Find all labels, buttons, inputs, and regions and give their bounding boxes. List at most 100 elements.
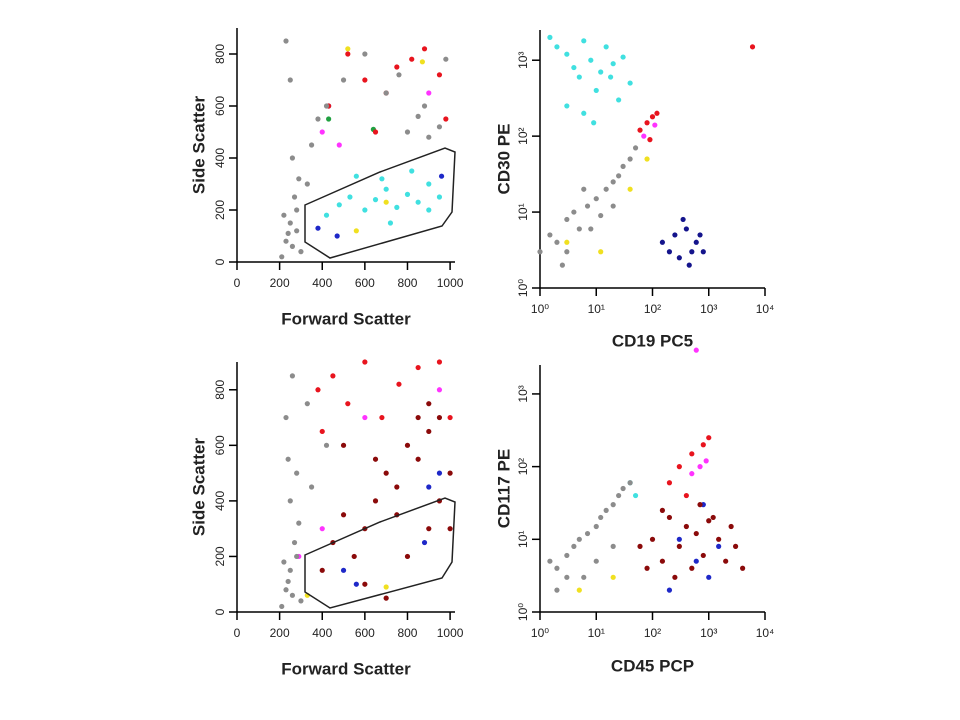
- data-point: [637, 543, 643, 549]
- data-point: [554, 44, 560, 50]
- data-point: [740, 565, 746, 571]
- gate: [304, 497, 456, 609]
- data-point: [603, 186, 609, 192]
- data-point: [723, 558, 729, 564]
- data-point: [383, 470, 389, 476]
- data-point: [693, 347, 699, 353]
- data-point: [591, 120, 597, 126]
- x-axis-title: CD45 PCP: [611, 656, 694, 675]
- data-point: [683, 492, 689, 499]
- data-point: [383, 595, 389, 601]
- data-point: [426, 181, 432, 187]
- data-point: [686, 262, 692, 268]
- data-point: [396, 381, 402, 387]
- data-point: [610, 179, 616, 185]
- x-tick-label: 800: [397, 626, 417, 640]
- data-point: [593, 558, 599, 564]
- data-point: [598, 69, 604, 75]
- data-point: [610, 543, 616, 549]
- x-axis-title: Forward Scatter: [281, 309, 411, 328]
- data-point: [554, 587, 560, 593]
- data-point: [627, 156, 633, 162]
- y-axis-title: CD30 PE: [494, 124, 513, 195]
- data-point: [379, 414, 385, 421]
- data-point: [415, 199, 421, 205]
- data-point: [641, 133, 647, 139]
- data-point: [627, 186, 633, 192]
- data-point: [308, 142, 315, 148]
- data-point: [394, 484, 400, 490]
- data-point: [732, 543, 739, 549]
- data-point: [345, 46, 351, 52]
- data-point: [279, 254, 285, 260]
- x-tick-label: 800: [397, 276, 417, 290]
- data-point: [409, 56, 415, 62]
- data-point: [291, 194, 298, 200]
- data-point: [340, 512, 347, 518]
- data-point: [610, 574, 616, 580]
- x-tick-label: 200: [270, 626, 290, 640]
- y-tick-label: 10²: [516, 458, 530, 475]
- data-point: [336, 202, 342, 208]
- data-point: [584, 530, 591, 537]
- y-tick-label: 400: [213, 148, 227, 168]
- data-point: [426, 134, 432, 140]
- data-point: [447, 470, 453, 476]
- data-point: [415, 414, 421, 421]
- data-point: [644, 565, 650, 571]
- data-point: [289, 243, 296, 249]
- data-point: [547, 558, 553, 564]
- data-point: [404, 191, 411, 197]
- data-point: [438, 173, 445, 179]
- data-point: [289, 155, 296, 161]
- data-point: [319, 129, 325, 135]
- data-point: [308, 484, 315, 490]
- data-point: [620, 54, 626, 60]
- data-point: [334, 233, 340, 239]
- y-tick-label: 800: [213, 379, 227, 399]
- x-axis-title: Forward Scatter: [281, 659, 411, 678]
- data-point: [436, 359, 443, 365]
- data-point: [379, 176, 385, 182]
- data-point: [593, 196, 599, 202]
- data-point: [576, 74, 582, 80]
- data-point: [436, 72, 443, 78]
- data-point: [627, 80, 633, 86]
- data-point: [632, 492, 639, 499]
- data-point: [283, 414, 289, 421]
- data-point: [608, 74, 614, 80]
- data-point: [697, 502, 703, 508]
- x-tick-label: 10⁴: [756, 302, 775, 316]
- data-point: [584, 203, 591, 209]
- data-point: [581, 186, 587, 192]
- data-point: [304, 181, 310, 187]
- data-point: [564, 51, 570, 57]
- data-point: [564, 216, 570, 223]
- data-point: [710, 514, 716, 521]
- data-point: [593, 523, 599, 530]
- data-point: [323, 212, 330, 218]
- x-tick-label: 600: [355, 276, 375, 290]
- data-point: [603, 44, 609, 50]
- data-point: [281, 212, 287, 218]
- y-tick-label: 200: [213, 546, 227, 566]
- data-point: [315, 116, 321, 122]
- data-point: [426, 207, 432, 213]
- data-point: [285, 578, 291, 585]
- data-point: [396, 72, 402, 78]
- data-point: [703, 458, 709, 464]
- data-point: [581, 574, 587, 580]
- data-point: [728, 523, 734, 530]
- data-point: [362, 51, 368, 57]
- data-point: [409, 168, 415, 174]
- data-point: [659, 239, 666, 245]
- data-point: [610, 203, 616, 209]
- data-point: [383, 584, 389, 590]
- data-point: [372, 129, 379, 135]
- x-tick-label: 10¹: [588, 626, 605, 640]
- data-point: [289, 592, 296, 598]
- data-point: [336, 142, 342, 148]
- data-point: [394, 64, 400, 70]
- data-point: [588, 226, 594, 232]
